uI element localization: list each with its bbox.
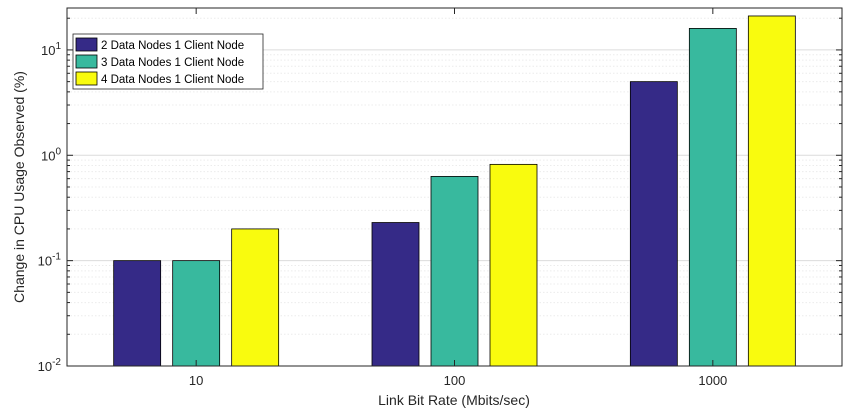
x-axis-title: Link Bit Rate (Mbits/sec) [378, 392, 530, 408]
axis-ticks: 10-2 10-1 100 101 10 100 1000 [38, 8, 842, 388]
y-tick-label: 100 [41, 146, 61, 163]
bar [172, 260, 221, 367]
bar [371, 222, 420, 367]
legend-swatch [75, 37, 98, 52]
legend-label: 4 Data Nodes 1 Client Node [101, 74, 244, 86]
y-tick-label: 10-1 [38, 252, 62, 269]
y-tick-label: 101 [41, 41, 61, 58]
legend-swatch [75, 71, 98, 86]
legend: 2 Data Nodes 1 Client Node 3 Data Nodes 1… [72, 33, 264, 90]
bar [113, 260, 162, 367]
y-tick-label: 10-2 [38, 357, 62, 374]
legend-label: 3 Data Nodes 1 Client Node [101, 57, 244, 69]
bar [688, 28, 737, 367]
x-tick-label: 1000 [698, 373, 727, 388]
bar [629, 81, 678, 367]
legend-label: 2 Data Nodes 1 Client Node [101, 40, 244, 52]
x-tick-label: 100 [444, 373, 466, 388]
legend-swatch [75, 54, 98, 69]
legend-box [72, 33, 264, 90]
bar [430, 176, 479, 367]
x-tick-label: 10 [189, 373, 203, 388]
y-axis-title: Change in CPU Usage Observed (%) [11, 71, 27, 303]
bar [489, 163, 538, 367]
bar [747, 15, 796, 367]
bars [113, 15, 796, 367]
bar [231, 228, 280, 367]
